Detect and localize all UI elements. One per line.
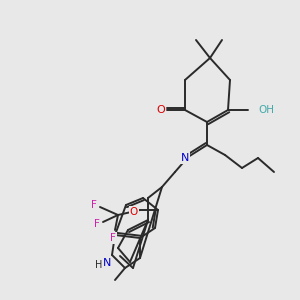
Text: N: N [103,258,111,268]
Text: F: F [91,200,97,210]
Text: F: F [110,233,116,243]
Text: O: O [130,207,138,217]
Text: OH: OH [258,105,274,115]
Text: O: O [157,105,165,115]
Text: F: F [94,219,100,229]
Text: H: H [95,260,103,270]
Text: N: N [181,153,189,163]
